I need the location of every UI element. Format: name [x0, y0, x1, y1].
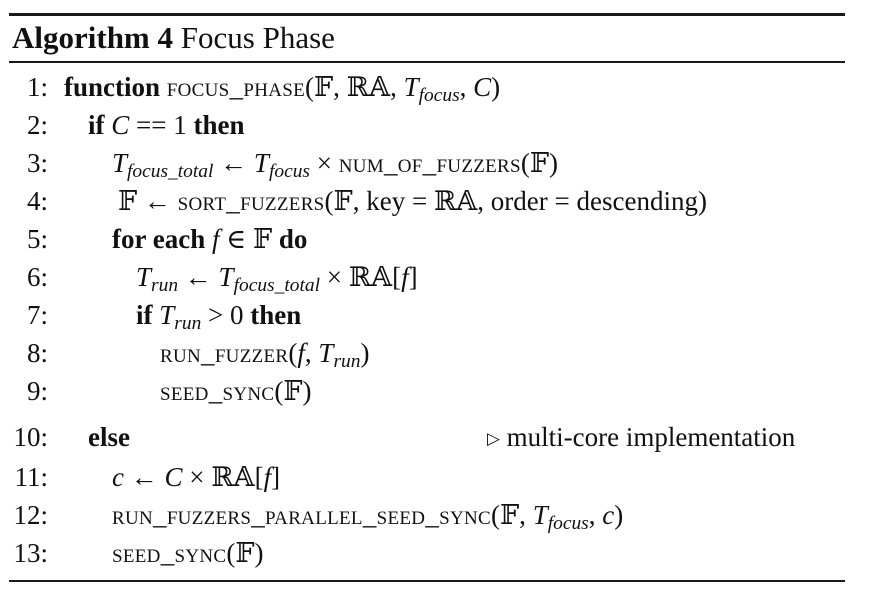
- algorithm-line-7: 7: if Trun > 0 then: [0, 296, 894, 334]
- line-number: 5:: [26, 224, 48, 254]
- line-code: run_fuzzer(f, Trun): [160, 338, 370, 373]
- line-code: seed_sync(𝔽): [112, 538, 264, 568]
- line-code: 𝔽 ← sort_fuzzers(𝔽, key = ℝ𝔸, order = de…: [118, 186, 707, 216]
- line-number: 7:: [26, 300, 48, 330]
- bottom-rule: [9, 580, 845, 582]
- algorithm-line-9: 9: seed_sync(𝔽): [0, 372, 894, 410]
- line-code: seed_sync(𝔽): [160, 376, 312, 406]
- algorithm-line-4: 4: 𝔽 ← sort_fuzzers(𝔽, key = ℝ𝔸, order =…: [0, 182, 894, 220]
- line-code: else: [88, 422, 130, 452]
- line-number: 13:: [13, 538, 48, 568]
- algorithm-line-2: 2: if C == 1 then: [0, 106, 894, 144]
- algorithm-line-3: 3: Tfocus_total ← Tfocus × num_of_fuzzer…: [0, 144, 894, 182]
- line-comment: ▷ multi-core implementation: [487, 422, 796, 452]
- algorithm-line-11: 11: c ← C × ℝ𝔸[f]: [0, 458, 894, 496]
- line-code: Trun ← Tfocus_total × ℝ𝔸[f]: [136, 262, 418, 297]
- line-code: run_fuzzers_parallel_seed_sync(𝔽, Tfocus…: [112, 500, 624, 535]
- line-number: 2:: [26, 110, 48, 140]
- line-code: function focus_phase(𝔽, ℝ𝔸, Tfocus, C): [64, 72, 501, 107]
- algorithm-title: Focus Phase: [180, 20, 335, 55]
- line-number: 10:: [13, 422, 48, 452]
- algorithm-line-13: 13: seed_sync(𝔽): [0, 534, 894, 572]
- line-number: 8:: [26, 338, 48, 368]
- line-number: 12:: [13, 500, 48, 530]
- algorithm-line-12: 12: run_fuzzers_parallel_seed_sync(𝔽, Tf…: [0, 496, 894, 534]
- caption-rule: [9, 61, 845, 63]
- line-number: 9:: [26, 376, 48, 406]
- line-code: Tfocus_total ← Tfocus × num_of_fuzzers(𝔽…: [112, 148, 559, 183]
- line-number: 11:: [14, 462, 49, 492]
- line-number: 6:: [26, 262, 48, 292]
- algorithm-caption: Algorithm 4 Focus Phase: [12, 16, 335, 60]
- line-code: c ← C × ℝ𝔸[f]: [112, 462, 281, 492]
- comment-triangle-icon: ▷: [487, 429, 500, 449]
- line-number: 4:: [26, 186, 48, 216]
- line-code: for each f ∈ 𝔽 do: [112, 224, 308, 254]
- line-number: 1:: [26, 72, 48, 102]
- line-code: if C == 1 then: [88, 110, 245, 140]
- algorithm-line-8: 8: run_fuzzer(f, Trun): [0, 334, 894, 372]
- top-rule: [9, 13, 845, 16]
- algorithm-line-6: 6: Trun ← Tfocus_total × ℝ𝔸[f]: [0, 258, 894, 296]
- line-number: 3:: [26, 148, 48, 178]
- algorithm-line-1: 1: function focus_phase(𝔽, ℝ𝔸, Tfocus, C…: [0, 68, 894, 106]
- line-code: if Trun > 0 then: [136, 300, 302, 335]
- algorithm-line-5: 5: for each f ∈ 𝔽 do: [0, 220, 894, 258]
- algorithm-label: Algorithm 4: [12, 20, 174, 55]
- algorithm-line-10: 10: else ▷ multi-core implementation: [0, 418, 894, 456]
